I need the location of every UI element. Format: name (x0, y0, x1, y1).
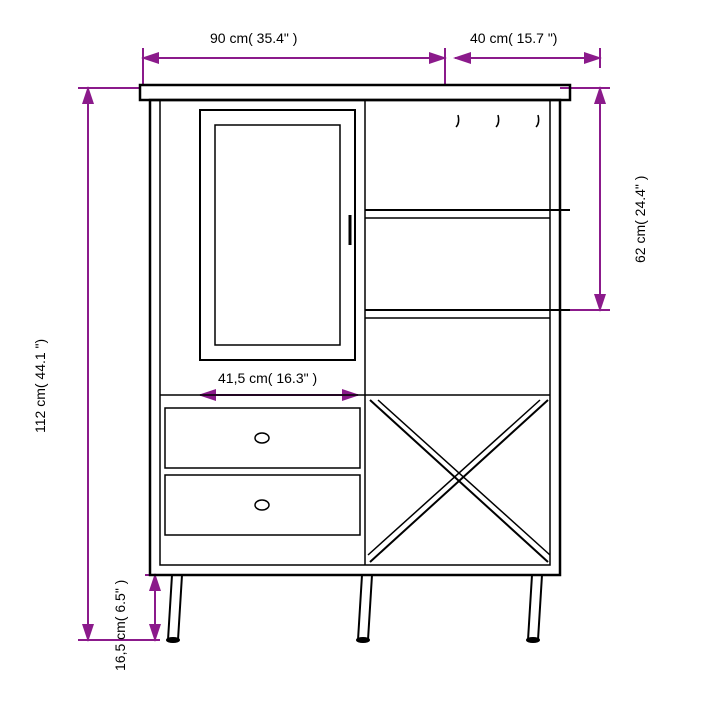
dim-inner-width: 41,5 cm( 16.3" ) (218, 370, 317, 386)
dim-height-left: 112 cm( 44.1 ") (32, 303, 48, 433)
furniture-dimension-diagram (0, 0, 705, 705)
dim-shelf-right: 62 cm( 24.4" ) (632, 133, 648, 263)
furniture-outline (140, 85, 570, 642)
dim-width-top: 90 cm( 35.4" ) (210, 30, 297, 46)
dim-leg-height: 16,5 cm( 6.5" ) (112, 541, 128, 671)
dimension-lines (78, 48, 610, 640)
dim-depth-top: 40 cm( 15.7 ") (470, 30, 557, 46)
